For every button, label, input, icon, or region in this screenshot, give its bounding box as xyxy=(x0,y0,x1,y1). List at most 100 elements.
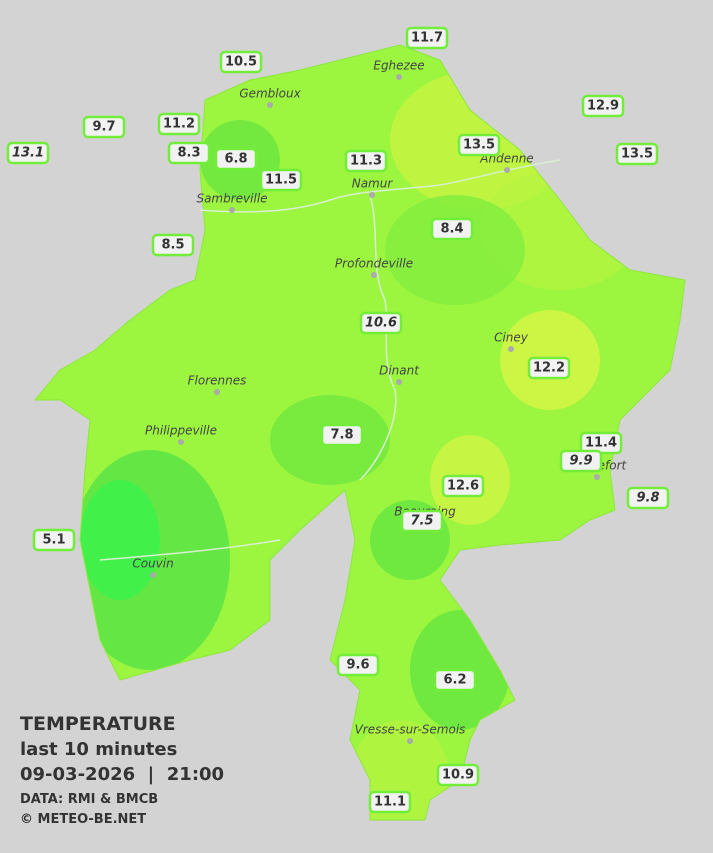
station-value: 12.6 xyxy=(447,479,479,494)
station-box xyxy=(405,26,449,50)
city-dot xyxy=(178,439,184,445)
station-box xyxy=(581,94,625,118)
station-box xyxy=(441,474,485,498)
station: 13.5 xyxy=(615,142,659,166)
station: 9.6 xyxy=(336,653,380,677)
city-label: Couvin xyxy=(132,557,173,571)
station-box xyxy=(157,112,201,136)
station-value: 13.5 xyxy=(621,147,653,162)
legend-copyright: © METEO-BE.NET xyxy=(20,812,146,827)
station: 10.6 xyxy=(359,311,403,335)
station-box xyxy=(527,356,571,380)
city-label: Vresse-sur-Semois xyxy=(355,723,466,737)
city-dot xyxy=(229,207,235,213)
station: 6.2 xyxy=(433,668,477,692)
station: 13.5 xyxy=(457,133,501,157)
station-box xyxy=(368,790,412,814)
station-box xyxy=(359,311,403,335)
station-box xyxy=(214,147,258,171)
station: 12.9 xyxy=(581,94,625,118)
station-box xyxy=(82,115,126,139)
city-label: Eghezee xyxy=(373,59,424,73)
station-value: 8.3 xyxy=(177,146,200,161)
station-value: 11.5 xyxy=(265,173,297,188)
station-value: 13.5 xyxy=(463,138,495,153)
station-box xyxy=(167,141,211,165)
station: 13.1 xyxy=(6,141,50,165)
station: 8.4 xyxy=(430,217,474,241)
city-label: Gembloux xyxy=(239,87,301,101)
city-label: Ciney xyxy=(494,331,529,345)
station-value: 6.2 xyxy=(443,673,466,688)
city-dot xyxy=(369,192,375,198)
station: 11.5 xyxy=(259,168,303,192)
station: 11.2 xyxy=(157,112,201,136)
station-value: 7.5 xyxy=(410,514,433,529)
station-value: 11.2 xyxy=(163,117,195,132)
station-value: 9.7 xyxy=(92,120,115,135)
station: 11.4 xyxy=(579,431,623,455)
station-box xyxy=(430,217,474,241)
station-box xyxy=(559,449,603,473)
station-box xyxy=(259,168,303,192)
city-dot xyxy=(396,74,402,80)
station-box xyxy=(336,653,380,677)
legend: TEMPERATURE last 10 minutes 09-03-2026 |… xyxy=(20,713,224,827)
station-box xyxy=(615,142,659,166)
station: 9.9 xyxy=(559,449,603,473)
city-label: Namur xyxy=(352,177,394,191)
station-box xyxy=(400,509,444,533)
station: 5.1 xyxy=(32,528,76,552)
station: 8.3 xyxy=(167,141,211,165)
station: 10.5 xyxy=(219,50,263,74)
city-label: Profondeville xyxy=(335,257,413,271)
station-value: 11.7 xyxy=(411,31,443,46)
station: 9.7 xyxy=(82,115,126,139)
station: 8.5 xyxy=(151,233,195,257)
station-value: 11.4 xyxy=(585,436,617,451)
station: 7.8 xyxy=(320,423,364,447)
station-value: 9.9 xyxy=(569,454,592,469)
city-dot xyxy=(267,102,273,108)
city-dot xyxy=(150,572,156,578)
station-value: 7.8 xyxy=(330,428,353,443)
city-label: Dinant xyxy=(379,364,420,378)
station: 12.6 xyxy=(441,474,485,498)
station-box xyxy=(320,423,364,447)
legend-period: last 10 minutes xyxy=(20,739,177,760)
station: 6.8 xyxy=(214,147,258,171)
cities: EghezeeGemblouxAndenneNamurSambrevillePr… xyxy=(132,59,628,744)
city-label: Florennes xyxy=(188,374,247,388)
station-box xyxy=(436,763,480,787)
city-label: Philippeville xyxy=(145,424,217,438)
station-value: 8.5 xyxy=(161,238,184,253)
legend-title: TEMPERATURE xyxy=(20,713,176,735)
station-box xyxy=(433,668,477,692)
station-value: 10.6 xyxy=(365,316,397,331)
station-box xyxy=(151,233,195,257)
station-value: 9.6 xyxy=(346,658,369,673)
station-value: 12.2 xyxy=(533,361,565,376)
river-meuse xyxy=(359,194,397,481)
station-value: 6.8 xyxy=(224,152,247,167)
station-box xyxy=(6,141,50,165)
station-box xyxy=(344,149,388,173)
station-value: 12.9 xyxy=(587,99,619,114)
river-sambre-meuse xyxy=(199,159,561,213)
stations: 10.5 11.7 12.9 9.7 11.2 13.1 8.3 6.8 11.3 13.5 13.… xyxy=(6,26,670,814)
station-box xyxy=(219,50,263,74)
station: 9.8 xyxy=(626,486,670,510)
station-value: 11.1 xyxy=(374,795,406,810)
legend-datetime: 09-03-2026 | 21:00 xyxy=(20,764,224,785)
station: 10.9 xyxy=(436,763,480,787)
city-dot xyxy=(508,346,514,352)
station-value: 9.8 xyxy=(636,491,659,506)
city-dot xyxy=(396,379,402,385)
city-label: Sambreville xyxy=(196,192,267,206)
river-south xyxy=(99,539,281,561)
station-value: 13.1 xyxy=(12,146,44,161)
station-value: 10.5 xyxy=(225,55,257,70)
city-dot xyxy=(214,389,220,395)
